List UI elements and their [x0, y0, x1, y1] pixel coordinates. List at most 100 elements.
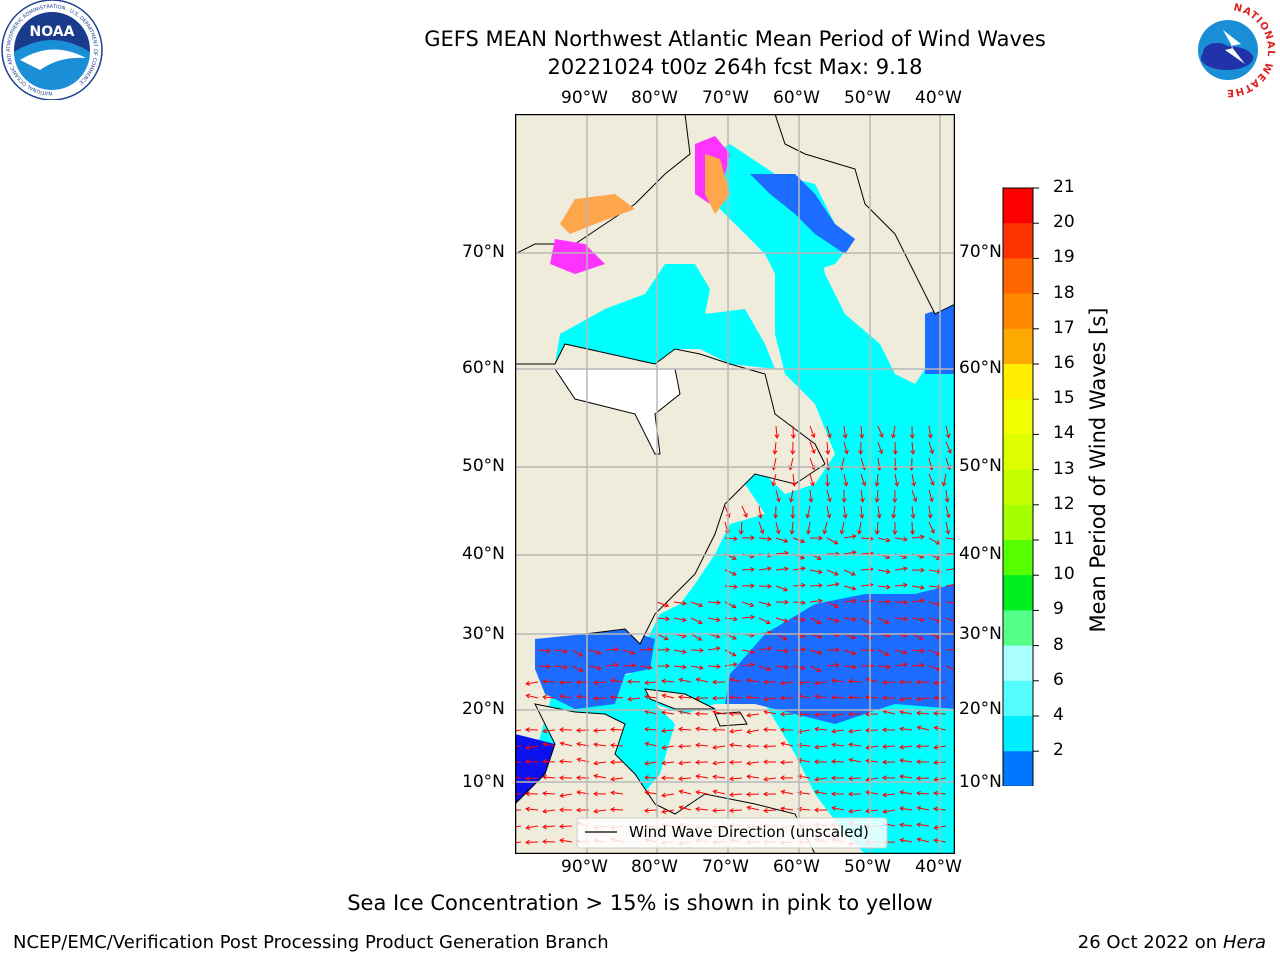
wave-arrow-head — [916, 775, 921, 781]
wave-arrow-head — [763, 808, 768, 814]
wave-arrow-head — [810, 433, 816, 439]
wave-arrow — [900, 791, 913, 795]
wave-arrow — [849, 743, 862, 747]
wave-arrow — [526, 808, 539, 811]
wave-arrow — [876, 473, 879, 486]
wave-arrow-head — [851, 550, 857, 556]
wave-arrow-head — [825, 450, 831, 455]
wave-arrow-head — [731, 652, 737, 657]
wave-arrow — [876, 489, 879, 502]
wave-arrow-head — [930, 528, 935, 534]
wave-arrow-head — [593, 742, 598, 748]
wave-arrow — [809, 425, 815, 438]
wave-arrow-head — [848, 808, 853, 814]
lat-label-right: 20°N — [959, 699, 1002, 719]
wave-arrow — [724, 537, 738, 540]
wave-arrow — [543, 825, 556, 828]
wave-arrow — [860, 425, 863, 439]
wave-arrow — [911, 473, 915, 486]
wave-arrow-head — [945, 513, 951, 519]
wave-arrow-head — [546, 648, 551, 654]
wave-arrow — [662, 761, 675, 764]
wave-arrow — [696, 678, 709, 683]
wave-arrow-head — [833, 539, 839, 545]
wave-arrow — [763, 745, 777, 747]
wave-arrow-head — [695, 774, 701, 779]
wave-arrow-head — [899, 774, 904, 780]
wave-arrow — [911, 585, 924, 589]
noaa-logo: NOAA NATIONAL OCEANIC AND ATMOSPHERIC AD… — [1, 0, 103, 100]
wave-arrow — [860, 489, 864, 502]
wave-arrow — [860, 537, 874, 540]
wave-arrow — [841, 521, 845, 534]
wave-arrow — [809, 473, 814, 486]
wave-arrow-head — [857, 529, 862, 535]
wave-arrow-head — [729, 728, 734, 734]
wave-arrow — [815, 791, 828, 795]
wave-arrow — [610, 744, 624, 747]
wave-arrow — [843, 569, 856, 576]
wave-arrow-head — [644, 760, 649, 766]
wave-arrow — [712, 809, 726, 812]
wave-arrow-head — [716, 663, 721, 669]
wave-arrow-head — [542, 678, 547, 684]
wave-arrow-head — [903, 566, 908, 572]
wave-arrow-head — [559, 838, 565, 844]
wave-arrow — [729, 696, 743, 699]
colorbar-segment — [1003, 680, 1033, 717]
wave-arrow-head — [559, 823, 564, 829]
wave-arrow — [775, 521, 780, 534]
colorbar-segment — [1003, 504, 1033, 541]
wave-arrow-head — [816, 667, 822, 673]
wave-arrow — [807, 521, 811, 534]
wave-arrow — [792, 425, 794, 439]
wave-arrow-head — [784, 664, 789, 670]
wave-arrow-head — [933, 760, 938, 766]
colorbar-segment — [1003, 610, 1033, 647]
colorbar-segment — [1003, 399, 1033, 435]
wave-arrow-head — [824, 482, 830, 487]
wave-arrow-head — [876, 514, 882, 519]
wave-arrow — [928, 489, 933, 502]
wave-arrow-head — [695, 726, 700, 732]
wave-arrow — [798, 729, 811, 733]
wave-arrow — [764, 777, 777, 780]
wave-arrow — [917, 712, 930, 715]
wave-arrow — [775, 425, 778, 438]
wave-arrow — [866, 696, 879, 699]
chart-subtitle: 20221024 t00z 264h fcst Max: 9.18 — [547, 55, 923, 79]
wave-arrow-head — [790, 514, 796, 519]
wave-arrow — [644, 809, 658, 812]
wave-arrow-head — [929, 497, 934, 503]
wave-arrow-head — [919, 584, 925, 590]
wave-arrow — [543, 696, 556, 699]
wave-arrow — [815, 695, 828, 699]
wave-arrow — [945, 489, 948, 502]
wave-arrow — [775, 505, 777, 519]
wave-arrow-head — [576, 757, 582, 763]
wave-arrow — [894, 601, 908, 603]
wave-arrow-head — [865, 711, 870, 717]
wave-arrow-head — [767, 552, 772, 558]
wave-arrow-head — [774, 434, 780, 439]
colorbar-segment — [1003, 575, 1033, 611]
wave-arrow-head — [559, 694, 565, 699]
wave-arrow — [741, 649, 754, 653]
wave-arrow — [730, 678, 743, 683]
wave-arrow — [798, 808, 811, 811]
wave-arrow — [848, 696, 862, 699]
wave-arrow-head — [746, 743, 751, 749]
wave-arrow — [900, 728, 913, 731]
wave-arrow — [826, 441, 829, 455]
wave-arrow-head — [664, 602, 670, 608]
wave-arrow-head — [848, 678, 853, 684]
wave-arrow-head — [661, 728, 666, 734]
wave-arrow — [712, 729, 726, 731]
lon-label-top: 60°W — [773, 88, 820, 108]
wave-arrow-head — [848, 728, 853, 734]
wave-arrow-head — [916, 790, 921, 796]
wave-arrow-head — [933, 776, 939, 782]
wave-arrow-head — [886, 584, 891, 590]
wave-arrow-head — [878, 433, 884, 439]
wave-arrow — [917, 823, 930, 827]
